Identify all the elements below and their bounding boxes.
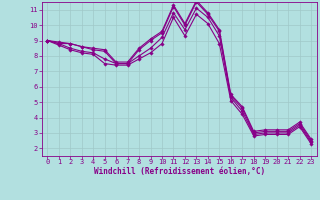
X-axis label: Windchill (Refroidissement éolien,°C): Windchill (Refroidissement éolien,°C): [94, 167, 265, 176]
